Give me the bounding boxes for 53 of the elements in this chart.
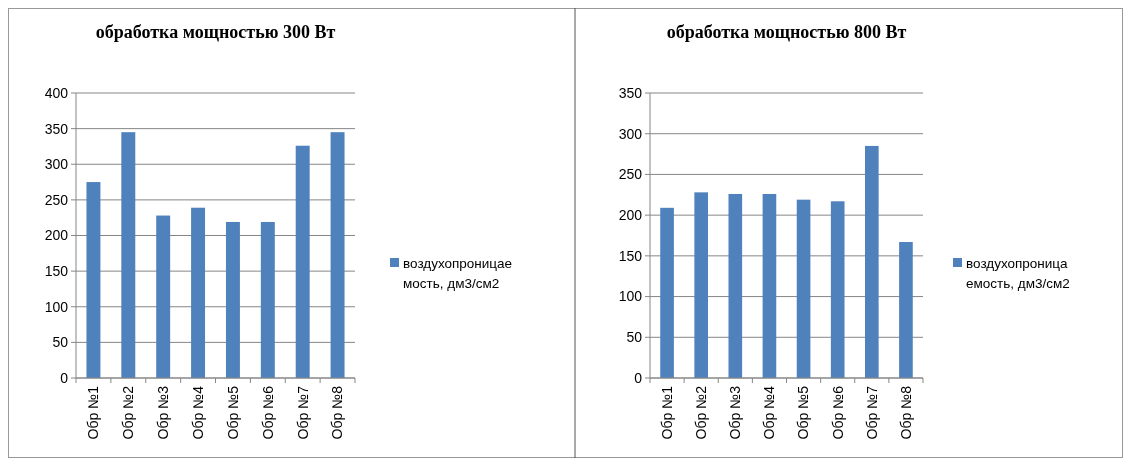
x-tick-label: Обр №7 [863,385,880,440]
x-tick-label: Обр №5 [795,385,812,440]
y-tick-label: 0 [60,369,69,386]
x-tick-label: Обр №1 [658,385,675,440]
y-tick-label: 150 [618,247,643,264]
x-tick-label: Обр №7 [294,385,311,440]
y-tick-label: 100 [44,298,69,315]
chart-title: обработка мощностью 800 Вт [666,22,907,42]
bar [225,221,240,378]
x-tick-label: Обр №3 [727,385,744,440]
bar [86,182,101,378]
legend-label: воздухопроницаемость, дм3/см2 [403,255,513,291]
x-tick-label: Обр №6 [829,385,846,440]
y-tick-label: 250 [44,191,69,208]
bar [728,193,743,378]
y-tick-label: 400 [44,84,69,101]
x-tick-label: Обр №8 [329,385,346,440]
x-tick-label: Обр №8 [897,385,914,440]
x-tick-label: Обр №3 [155,385,172,440]
y-tick-label: 200 [618,207,643,224]
bar [660,207,674,378]
bar [899,242,913,378]
bar [156,215,171,378]
x-tick-label: Обр №4 [761,385,778,440]
x-tick-label: Обр №2 [120,385,137,440]
x-tick-label: Обр №5 [224,385,241,440]
bar [121,132,136,378]
bar [864,145,879,378]
x-tick-label: Обр №1 [85,385,102,440]
y-tick-label: 300 [618,125,643,142]
bar [830,201,845,378]
y-tick-label: 150 [44,263,69,280]
y-tick-label: 200 [44,227,69,244]
bar [330,132,345,378]
bar [295,145,310,378]
bar [191,207,206,378]
y-tick-label: 250 [618,166,643,183]
y-tick-label: 0 [634,369,643,386]
x-tick-label: Обр №6 [259,385,276,440]
x-tick-label: Обр №2 [693,385,710,440]
y-tick-label: 350 [44,120,69,137]
y-tick-label: 300 [44,156,69,173]
chart-title: обработка мощностью 300 Вт [95,22,336,42]
x-tick-label: Обр №4 [189,385,206,440]
bar [796,199,811,378]
bar [260,221,275,378]
y-tick-label: 50 [52,334,69,351]
bar [694,192,709,378]
y-tick-label: 350 [618,84,643,101]
y-tick-label: 50 [626,329,643,346]
bar [762,193,777,378]
y-tick-label: 100 [618,288,643,305]
legend-label: воздухопроницаемость, дм3/см2 [966,255,1070,291]
